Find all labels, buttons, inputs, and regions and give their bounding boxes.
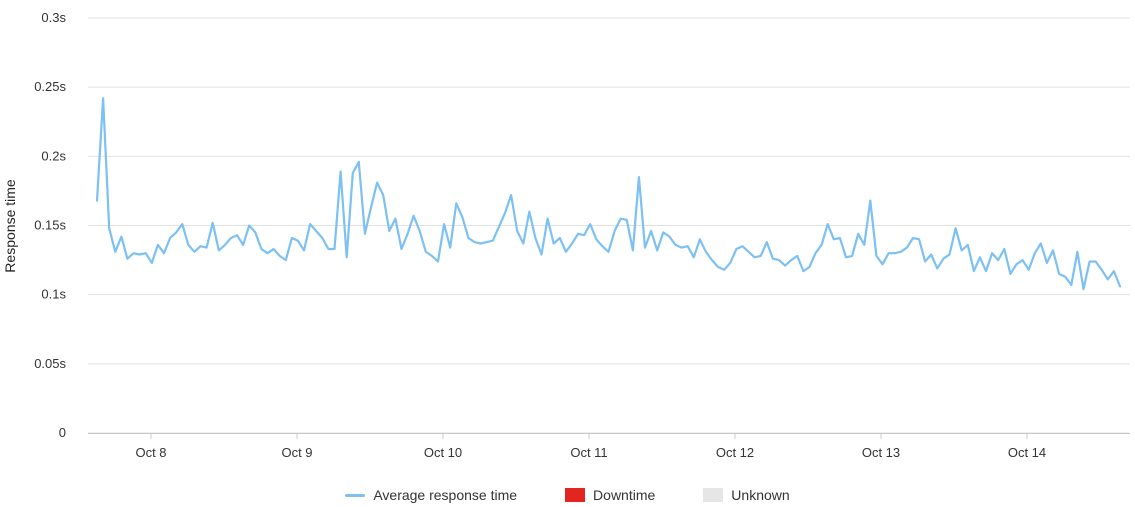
y-axis-ticks: 0 0.05s 0.1s 0.15s 0.2s 0.25s 0.3s [34,10,66,440]
x-tick-label: Oct 9 [281,445,312,460]
x-tick-label: Oct 11 [570,445,607,460]
grid-lines [88,17,1130,434]
y-axis-label: Response time [2,179,18,273]
x-tick-label: Oct 10 [424,445,462,460]
legend-item-average-response-time[interactable]: Average response time [345,487,517,503]
legend-label: Downtime [593,487,656,503]
y-tick-label: 0 [59,425,66,440]
y-tick-label: 0.25s [34,79,66,94]
x-tick-label: Oct 12 [716,445,754,460]
series-line-average-response-time[interactable] [95,97,1122,291]
legend-label: Average response time [373,487,518,503]
series-layer [95,97,1122,291]
x-axis-ticks: Oct 8 Oct 9 Oct 10 Oct 11 Oct 12 Oct 13 Oct 14 [135,433,1046,460]
legend-label: Unknown [731,487,790,503]
y-tick-label: 0.15s [34,218,66,233]
legend-item-unknown[interactable]: Unknown [703,487,790,503]
legend-item-downtime[interactable]: Downtime [565,487,655,503]
legend-swatch-box [565,488,586,502]
x-tick-label: Oct 13 [862,445,900,460]
y-tick-label: 0.05s [34,356,66,371]
y-tick-label: 0.1s [41,287,66,302]
y-tick-label: 0.3s [41,10,66,25]
legend-swatch-line [345,493,366,497]
x-tick-label: Oct 14 [1008,445,1046,460]
x-tick-label: Oct 8 [135,445,166,460]
legend: Average response time Downtime Unknown [0,484,1135,506]
y-tick-label: 0.2s [41,148,66,163]
legend-swatch-box [703,488,724,502]
